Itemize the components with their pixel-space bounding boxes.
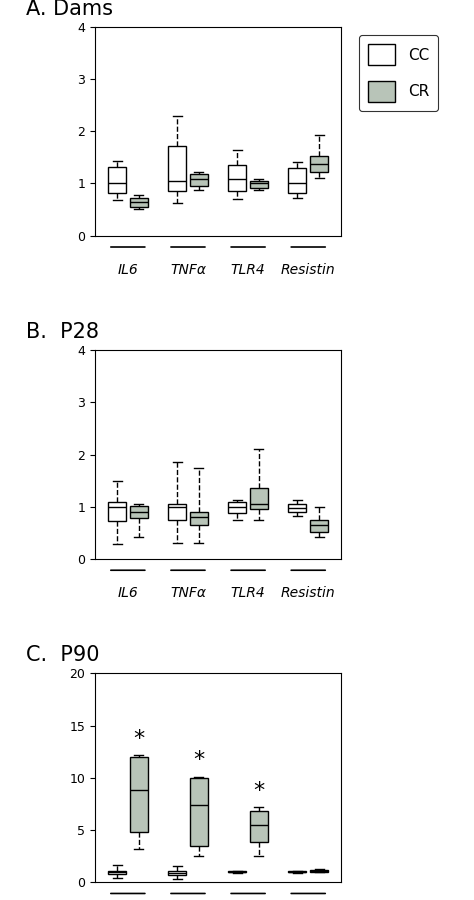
PathPatch shape — [108, 871, 126, 875]
Legend: CC, CR: CC, CR — [359, 34, 438, 112]
Text: A. Dams: A. Dams — [26, 0, 113, 19]
PathPatch shape — [250, 811, 268, 842]
Text: TLR4: TLR4 — [231, 586, 265, 600]
PathPatch shape — [130, 506, 148, 518]
PathPatch shape — [288, 167, 306, 193]
PathPatch shape — [168, 871, 186, 875]
Text: B.  P28: B. P28 — [26, 322, 99, 342]
PathPatch shape — [168, 504, 186, 519]
Text: IL6: IL6 — [118, 586, 138, 600]
PathPatch shape — [288, 871, 306, 872]
Text: *: * — [253, 780, 264, 801]
PathPatch shape — [228, 165, 246, 191]
PathPatch shape — [190, 512, 208, 525]
Text: Resistin: Resistin — [281, 263, 336, 276]
Text: *: * — [193, 751, 204, 770]
Text: TNFα: TNFα — [170, 586, 206, 600]
PathPatch shape — [288, 504, 306, 512]
PathPatch shape — [130, 198, 148, 207]
PathPatch shape — [190, 174, 208, 186]
Text: *: * — [133, 728, 144, 749]
Text: TNFα: TNFα — [170, 263, 206, 276]
Text: TLR4: TLR4 — [231, 263, 265, 276]
PathPatch shape — [228, 871, 246, 872]
PathPatch shape — [130, 757, 148, 832]
PathPatch shape — [168, 146, 186, 191]
PathPatch shape — [228, 502, 246, 513]
PathPatch shape — [108, 502, 126, 521]
Text: Resistin: Resistin — [281, 586, 336, 600]
PathPatch shape — [108, 166, 126, 193]
PathPatch shape — [250, 489, 268, 509]
Text: C.  P90: C. P90 — [26, 645, 99, 665]
PathPatch shape — [310, 157, 328, 172]
Text: IL6: IL6 — [118, 263, 138, 276]
PathPatch shape — [310, 870, 328, 871]
PathPatch shape — [310, 519, 328, 532]
PathPatch shape — [190, 778, 208, 845]
PathPatch shape — [250, 181, 268, 187]
